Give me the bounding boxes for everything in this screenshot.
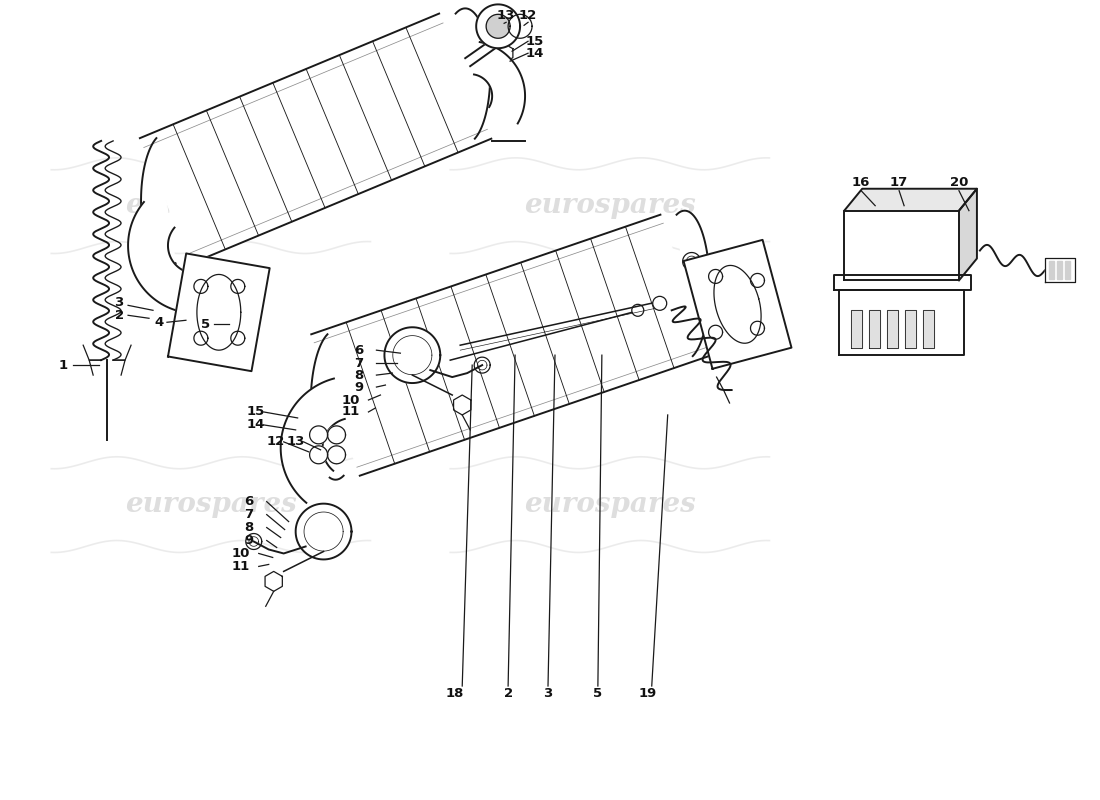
Polygon shape	[194, 279, 208, 294]
Polygon shape	[1057, 262, 1062, 279]
Polygon shape	[231, 279, 245, 294]
Polygon shape	[750, 274, 764, 287]
Polygon shape	[708, 270, 723, 283]
Text: 16: 16	[852, 176, 870, 190]
Polygon shape	[168, 254, 270, 371]
Text: 1: 1	[58, 358, 68, 372]
Text: 18: 18	[447, 687, 464, 701]
Text: eurospares: eurospares	[524, 192, 695, 219]
Text: 3: 3	[114, 296, 123, 309]
Text: 3: 3	[543, 687, 552, 701]
Text: 8: 8	[354, 369, 363, 382]
Text: 11: 11	[232, 560, 250, 573]
Text: 13: 13	[286, 435, 305, 448]
Text: 13: 13	[497, 9, 515, 22]
Polygon shape	[280, 378, 344, 502]
Text: 14: 14	[246, 418, 265, 431]
Text: 5: 5	[201, 318, 210, 330]
Polygon shape	[1048, 262, 1054, 279]
Polygon shape	[1065, 262, 1069, 279]
Polygon shape	[869, 310, 880, 348]
Polygon shape	[683, 240, 792, 369]
Text: 8: 8	[244, 521, 253, 534]
Polygon shape	[328, 446, 345, 464]
Polygon shape	[676, 210, 710, 356]
Polygon shape	[834, 275, 971, 290]
Text: 9: 9	[354, 381, 363, 394]
Text: 11: 11	[341, 406, 360, 418]
Polygon shape	[140, 14, 492, 263]
Text: 2: 2	[114, 309, 123, 322]
Circle shape	[631, 304, 644, 316]
Polygon shape	[455, 8, 491, 138]
Text: 20: 20	[949, 176, 968, 190]
Text: 4: 4	[154, 316, 164, 329]
Text: 5: 5	[593, 687, 603, 701]
Text: 17: 17	[890, 176, 909, 190]
Text: 12: 12	[519, 9, 537, 22]
Text: 9: 9	[244, 534, 253, 547]
Text: 15: 15	[526, 34, 544, 48]
Polygon shape	[194, 331, 208, 345]
Text: eurospares: eurospares	[125, 192, 297, 219]
Text: 19: 19	[639, 687, 657, 701]
Polygon shape	[141, 138, 176, 269]
Polygon shape	[309, 446, 328, 464]
Text: eurospares: eurospares	[125, 491, 297, 518]
Text: 14: 14	[526, 46, 544, 60]
Polygon shape	[476, 4, 520, 48]
Text: 10: 10	[232, 547, 250, 560]
Polygon shape	[851, 310, 862, 348]
Polygon shape	[384, 327, 440, 383]
Polygon shape	[508, 14, 532, 38]
Text: 7: 7	[354, 357, 363, 370]
Polygon shape	[887, 310, 898, 348]
Text: 15: 15	[246, 406, 265, 418]
Text: 10: 10	[341, 394, 360, 406]
Polygon shape	[486, 14, 510, 38]
Polygon shape	[311, 214, 708, 476]
Text: eurospares: eurospares	[524, 491, 695, 518]
Polygon shape	[328, 426, 345, 444]
Polygon shape	[845, 210, 959, 281]
Polygon shape	[309, 426, 328, 444]
Text: 12: 12	[266, 435, 285, 448]
Polygon shape	[839, 290, 964, 355]
Polygon shape	[845, 189, 977, 210]
Polygon shape	[750, 322, 764, 335]
Circle shape	[652, 296, 667, 310]
Polygon shape	[128, 202, 191, 312]
Polygon shape	[714, 266, 761, 343]
Text: 2: 2	[504, 687, 513, 701]
Polygon shape	[474, 42, 525, 123]
Text: 6: 6	[244, 495, 253, 508]
Text: 7: 7	[244, 508, 253, 521]
Polygon shape	[296, 504, 352, 559]
Polygon shape	[197, 274, 241, 350]
Polygon shape	[231, 331, 245, 345]
Polygon shape	[923, 310, 934, 348]
Polygon shape	[708, 326, 723, 339]
Polygon shape	[1045, 258, 1075, 282]
Polygon shape	[905, 310, 916, 348]
Text: 6: 6	[354, 344, 363, 357]
Polygon shape	[959, 189, 977, 281]
Polygon shape	[310, 334, 343, 480]
